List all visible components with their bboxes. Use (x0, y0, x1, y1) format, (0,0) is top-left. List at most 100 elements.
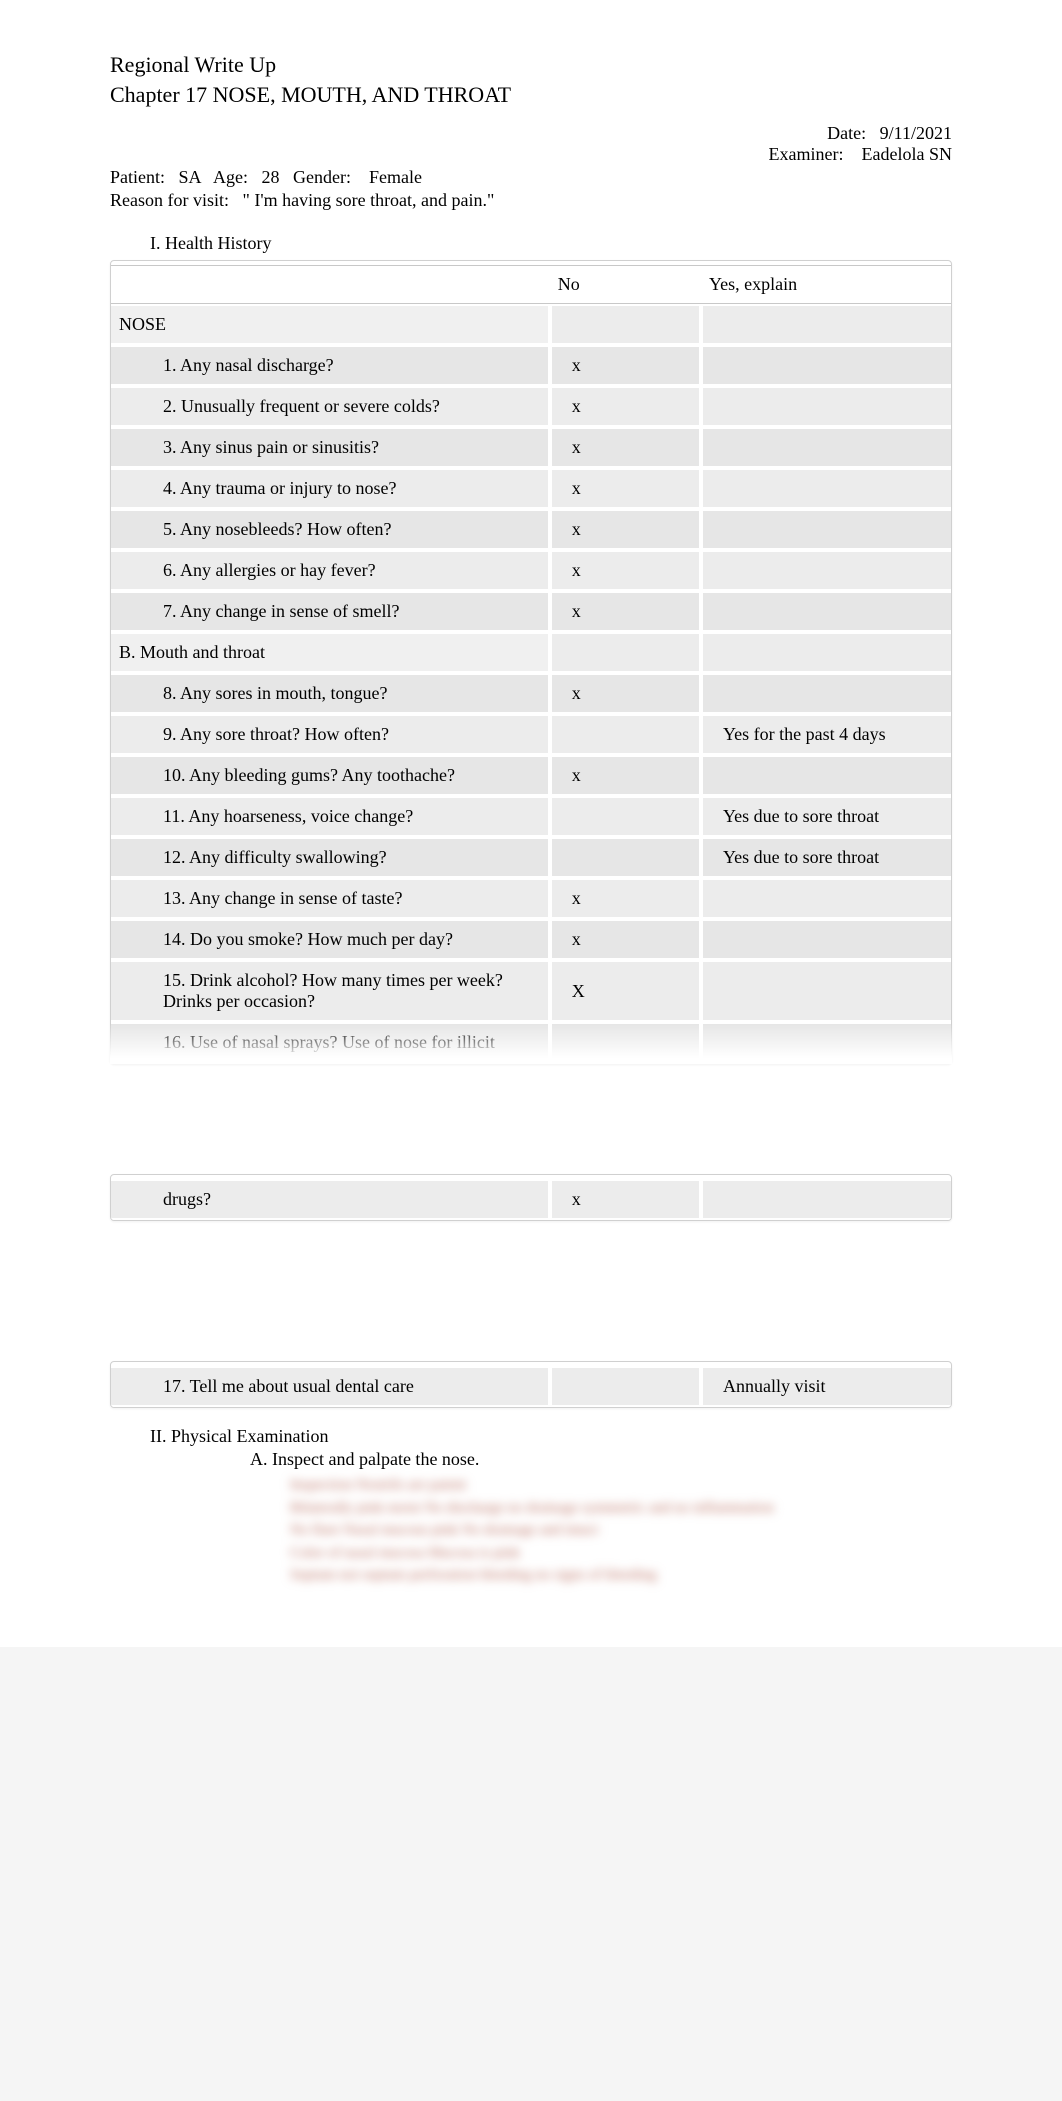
yes-cell: Yes for the past 4 days (699, 714, 951, 755)
blurred-line: No flare Nasal mucous pink No drainage a… (290, 1519, 952, 1542)
yes-cell (699, 1022, 951, 1063)
no-cell: x (548, 1179, 699, 1220)
question-cell: 14. Do you smoke? How much per day? (111, 919, 548, 960)
question-cell: 10. Any bleeding gums? Any toothache? (111, 755, 548, 796)
continuation-table-1-wrap: drugs?x (110, 1174, 952, 1221)
health-history-table-wrap: No Yes, explain NOSE1. Any nasal dischar… (110, 260, 952, 1064)
meta-row: Date: 9/11/2021 Examiner: Eadelola SN (110, 123, 952, 165)
no-cell (548, 714, 699, 755)
yes-cell (699, 919, 951, 960)
table-row: 7. Any change in sense of smell?x (111, 591, 951, 632)
date-value: 9/11/2021 (880, 123, 952, 143)
reason-label: Reason for visit: (110, 190, 229, 210)
yes-cell (699, 468, 951, 509)
question-cell: 3. Any sinus pain or sinusitis? (111, 427, 548, 468)
gender-value: Female (369, 167, 422, 187)
no-cell (548, 1366, 699, 1407)
question-cell: drugs? (111, 1179, 548, 1220)
no-cell: X (548, 960, 699, 1022)
question-cell: 5. Any nosebleeds? How often? (111, 509, 548, 550)
question-cell: 9. Any sore throat? How often? (111, 714, 548, 755)
section-subhead: B. Mouth and throat (111, 632, 548, 673)
gender-label: Gender: (293, 167, 351, 187)
no-cell (548, 1022, 699, 1063)
table-row: 1. Any nasal discharge?x (111, 345, 951, 386)
header-no: No (548, 265, 699, 304)
no-cell: x (548, 468, 699, 509)
section-ii-title: II. Physical Examination (150, 1426, 952, 1447)
no-cell: x (548, 427, 699, 468)
date-line: Date: 9/11/2021 (769, 123, 952, 144)
question-cell: 7. Any change in sense of smell? (111, 591, 548, 632)
no-cell: x (548, 591, 699, 632)
table-row: 17. Tell me about usual dental care Annua… (111, 1366, 951, 1407)
no-cell: x (548, 919, 699, 960)
title-line-2: Chapter 17 NOSE, MOUTH, AND THROAT (110, 80, 952, 110)
examiner-line: Examiner: Eadelola SN (769, 144, 952, 165)
health-history-table: No Yes, explain NOSE1. Any nasal dischar… (111, 265, 951, 1063)
table-row: 12. Any difficulty swallowing? Yes due to… (111, 837, 951, 878)
blurred-line: Bilaterally pink moist No discharge no d… (290, 1497, 952, 1520)
yes-cell (699, 509, 951, 550)
yes-cell (699, 304, 951, 345)
question-cell: 17. Tell me about usual dental care (111, 1366, 548, 1407)
table-row: drugs?x (111, 1179, 951, 1220)
header-question (111, 265, 548, 304)
table-row: 5. Any nosebleeds? How often?x (111, 509, 951, 550)
yes-cell (699, 960, 951, 1022)
page-gap-2 (110, 1221, 952, 1361)
patient-label: Patient: (110, 167, 165, 187)
yes-cell (699, 1179, 951, 1220)
document-title: Regional Write Up Chapter 17 NOSE, MOUTH… (110, 50, 952, 109)
continuation-table-2-wrap: 17. Tell me about usual dental care Annua… (110, 1361, 952, 1408)
table-row: 8. Any sores in mouth, tongue?x (111, 673, 951, 714)
yes-cell (699, 386, 951, 427)
no-cell: x (548, 345, 699, 386)
yes-cell (699, 427, 951, 468)
no-cell: x (548, 878, 699, 919)
table-row: 4. Any trauma or injury to nose?x (111, 468, 951, 509)
table-row: 2. Unusually frequent or severe colds?x (111, 386, 951, 427)
question-cell: 11. Any hoarseness, voice change? (111, 796, 548, 837)
table-row: 14. Do you smoke? How much per day?x (111, 919, 951, 960)
yes-cell: Annually visit (699, 1366, 951, 1407)
question-cell: 1. Any nasal discharge? (111, 345, 548, 386)
no-cell: x (548, 509, 699, 550)
examiner-label: Examiner: (769, 144, 844, 164)
meta-right: Date: 9/11/2021 Examiner: Eadelola SN (769, 123, 952, 165)
reason-line: Reason for visit: " I'm having sore thro… (110, 190, 952, 211)
table-body: drugs?x (111, 1179, 951, 1220)
question-cell: 2. Unusually frequent or severe colds? (111, 386, 548, 427)
table-row: 3. Any sinus pain or sinusitis?x (111, 427, 951, 468)
section-i-title: I. Health History (150, 233, 952, 254)
continuation-table-1: drugs?x (111, 1179, 951, 1220)
yes-cell (699, 550, 951, 591)
yes-cell (699, 345, 951, 386)
question-cell: 8. Any sores in mouth, tongue? (111, 673, 548, 714)
yes-cell (699, 755, 951, 796)
question-cell: 4. Any trauma or injury to nose? (111, 468, 548, 509)
blurred-line: Color of nasal mucosa Mucosa is pink (290, 1542, 952, 1565)
patient-value: SA (179, 167, 201, 187)
table-row: B. Mouth and throat (111, 632, 951, 673)
no-cell: x (548, 386, 699, 427)
table-row: 15. Drink alcohol? How many times per we… (111, 960, 951, 1022)
no-cell (548, 796, 699, 837)
section-subhead: NOSE (111, 304, 548, 345)
no-cell: x (548, 673, 699, 714)
yes-cell (699, 673, 951, 714)
question-cell: 15. Drink alcohol? How many times per we… (111, 960, 548, 1022)
table-body: 17. Tell me about usual dental care Annua… (111, 1366, 951, 1407)
examiner-value: Eadelola SN (862, 144, 952, 164)
blurred-line: Inspection Nostrils are patent (290, 1474, 952, 1497)
no-cell (548, 837, 699, 878)
age-value: 28 (262, 167, 280, 187)
yes-cell: Yes due to sore throat (699, 837, 951, 878)
table-row: 11. Any hoarseness, voice change?Yes due… (111, 796, 951, 837)
table-row: NOSE (111, 304, 951, 345)
age-label: Age: (213, 167, 248, 187)
page-gap-1 (110, 1064, 952, 1174)
question-cell: 12. Any difficulty swallowing? (111, 837, 548, 878)
question-cell: 13. Any change in sense of taste? (111, 878, 548, 919)
table-row: 16. Use of nasal sprays? Use of nose for… (111, 1022, 951, 1063)
